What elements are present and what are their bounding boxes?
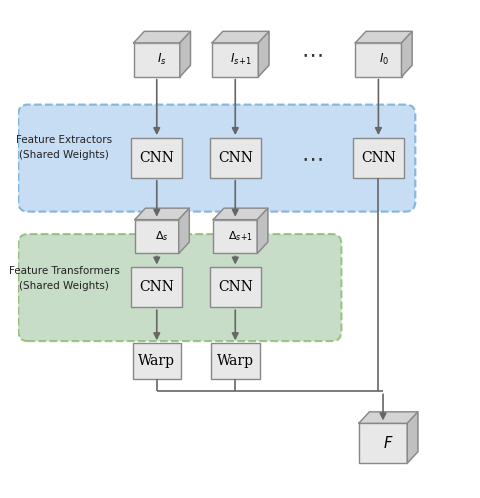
- Polygon shape: [180, 31, 191, 77]
- Polygon shape: [133, 31, 191, 43]
- Text: CNN: CNN: [139, 280, 174, 294]
- Polygon shape: [401, 31, 412, 77]
- FancyBboxPatch shape: [213, 220, 257, 253]
- FancyBboxPatch shape: [353, 138, 404, 178]
- FancyBboxPatch shape: [132, 267, 182, 307]
- FancyBboxPatch shape: [132, 343, 181, 379]
- Polygon shape: [355, 31, 412, 43]
- Text: $F$: $F$: [383, 435, 394, 451]
- Polygon shape: [212, 31, 269, 43]
- FancyBboxPatch shape: [210, 267, 261, 307]
- FancyBboxPatch shape: [18, 105, 415, 212]
- Polygon shape: [213, 208, 268, 220]
- Polygon shape: [179, 208, 189, 253]
- FancyBboxPatch shape: [355, 43, 401, 77]
- FancyBboxPatch shape: [211, 343, 260, 379]
- FancyBboxPatch shape: [212, 43, 258, 77]
- Polygon shape: [257, 208, 268, 253]
- Text: $\cdots$: $\cdots$: [300, 148, 322, 168]
- Text: $I_s$: $I_s$: [157, 52, 167, 67]
- Text: CNN: CNN: [218, 280, 252, 294]
- Text: $I_0$: $I_0$: [379, 52, 389, 67]
- Text: CNN: CNN: [218, 151, 252, 165]
- FancyBboxPatch shape: [210, 138, 261, 178]
- Text: Feature Transformers
(Shared Weights): Feature Transformers (Shared Weights): [9, 266, 120, 291]
- Text: $\Delta_{s\!+\!1}$: $\Delta_{s\!+\!1}$: [228, 230, 253, 244]
- FancyBboxPatch shape: [135, 220, 179, 253]
- FancyBboxPatch shape: [18, 234, 341, 341]
- Text: CNN: CNN: [139, 151, 174, 165]
- Text: $I_{s\!+\!1}$: $I_{s\!+\!1}$: [230, 52, 252, 67]
- FancyBboxPatch shape: [132, 138, 182, 178]
- Polygon shape: [135, 208, 189, 220]
- Text: CNN: CNN: [361, 151, 396, 165]
- Polygon shape: [258, 31, 269, 77]
- Text: Warp: Warp: [138, 354, 175, 368]
- Polygon shape: [407, 412, 418, 463]
- Text: Feature Extractors
(Shared Weights): Feature Extractors (Shared Weights): [16, 135, 112, 160]
- Text: $\cdots$: $\cdots$: [300, 44, 322, 64]
- FancyBboxPatch shape: [133, 43, 180, 77]
- Polygon shape: [359, 412, 418, 423]
- FancyBboxPatch shape: [359, 423, 407, 463]
- Text: $\Delta_s$: $\Delta_s$: [156, 230, 169, 244]
- Text: Warp: Warp: [217, 354, 254, 368]
